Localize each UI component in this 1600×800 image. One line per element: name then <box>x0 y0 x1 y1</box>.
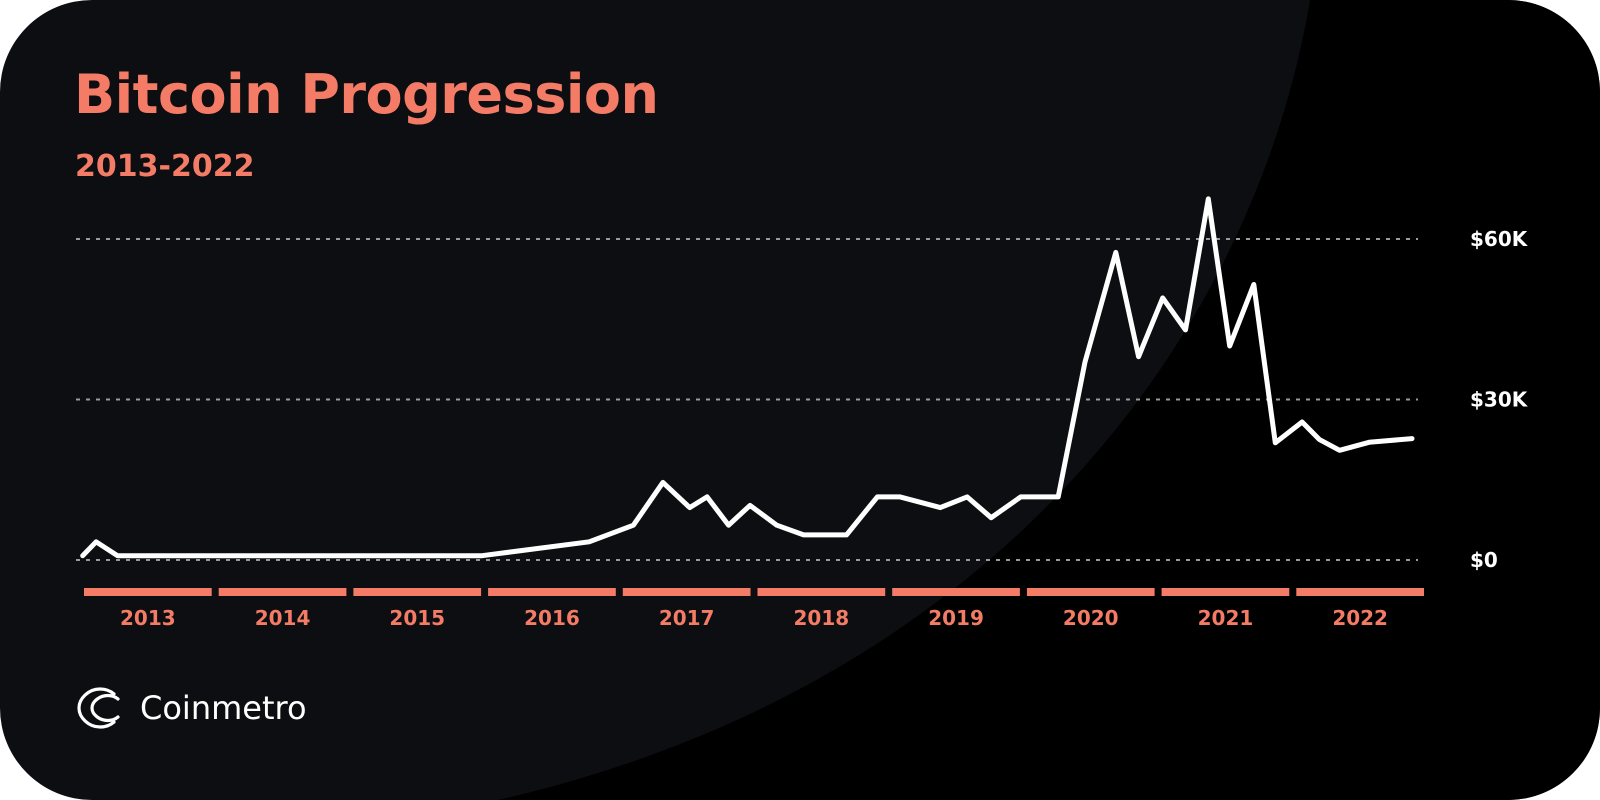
series-group <box>80 196 1415 559</box>
x-axis-labels: 2013 2014 2015 2016 2017 2018 2019 2020 2021 2022 <box>120 606 1388 630</box>
x-tick-label: 2018 <box>794 606 850 630</box>
y-tick-label: $30K <box>1470 388 1529 412</box>
coinmetro-logo-icon <box>77 687 120 729</box>
x-tick-label: 2015 <box>389 606 445 630</box>
year-bar <box>757 588 886 596</box>
price-line <box>80 196 1415 559</box>
y-tick-label: $60K <box>1470 227 1529 251</box>
x-tick-label: 2017 <box>659 606 715 630</box>
x-tick-label: 2019 <box>928 606 984 630</box>
brand-name: Coinmetro <box>140 689 307 727</box>
x-tick-label: 2020 <box>1063 606 1119 630</box>
y-tick-label: $0 <box>1470 548 1498 572</box>
grid-lines <box>76 238 1418 561</box>
x-axis-year-bars <box>84 588 1424 596</box>
y-axis-labels: $0 $30K $60K <box>1470 227 1529 572</box>
year-bar <box>1026 588 1155 596</box>
background-shape <box>498 0 1600 800</box>
brand: Coinmetro <box>76 686 307 730</box>
year-bar <box>1296 588 1424 596</box>
year-bar <box>84 588 212 596</box>
year-bar <box>218 588 347 596</box>
year-bar <box>1161 588 1290 596</box>
x-tick-label: 2013 <box>120 606 176 630</box>
x-tick-label: 2021 <box>1198 606 1254 630</box>
x-tick-label: 2022 <box>1332 606 1388 630</box>
x-tick-label: 2016 <box>524 606 580 630</box>
x-tick-label: 2014 <box>255 606 311 630</box>
chart-title: Bitcoin Progression <box>74 63 659 126</box>
year-bar <box>892 588 1020 596</box>
chart-subtitle: 2013-2022 <box>75 149 255 184</box>
year-bar <box>488 588 616 596</box>
year-bar <box>622 588 751 596</box>
year-bar <box>353 588 482 596</box>
